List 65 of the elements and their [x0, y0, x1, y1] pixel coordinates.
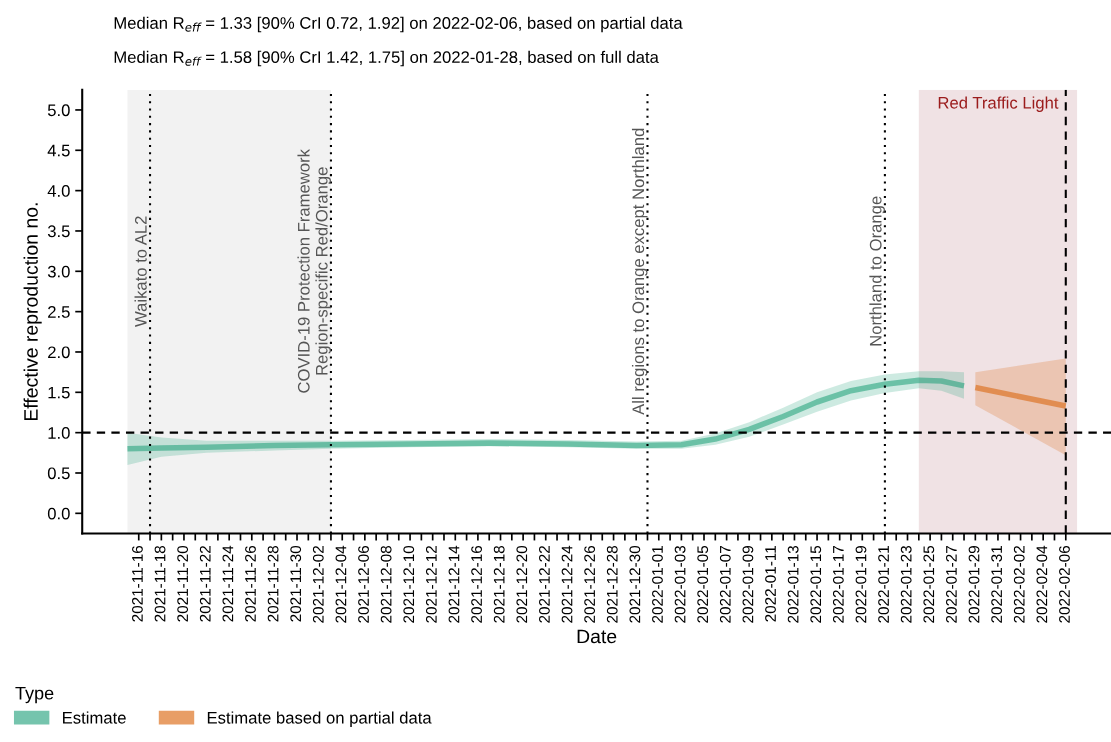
x-tick-label: 2021-12-12: [425, 546, 437, 623]
y-tick-label: 0.5: [47, 467, 70, 480]
y-tick-label: 3.5: [47, 225, 70, 238]
x-tick-label: 2022-01-13: [787, 545, 799, 623]
x-tick-label: 2022-02-02: [1013, 546, 1025, 623]
x-tick-label: 2022-02-04: [1036, 545, 1048, 623]
x-tick-label: 2021-11-20: [177, 545, 189, 622]
x-tick-label: 2021-12-24: [561, 545, 573, 623]
x-tick-label: 2021-12-30: [629, 545, 641, 623]
y-tick-label: 1.5: [48, 386, 70, 399]
x-tick-label: 2021-12-26: [584, 545, 596, 623]
x-tick-label: 2022-01-07: [719, 546, 731, 623]
ref-line-label: Waikato to AL2: [134, 216, 147, 327]
x-tick-label: 2021-11-26: [245, 545, 256, 622]
x-tick-label: 2022-01-29: [968, 546, 980, 623]
x-tick-label: 2022-01-15: [810, 545, 822, 623]
x-tick-label: 2022-01-03: [674, 545, 686, 623]
x-tick-label: 2021-12-02: [312, 546, 324, 623]
y-tick-label: 0.0: [47, 507, 70, 520]
legend-title: Type: [15, 686, 54, 704]
x-tick-label: 2021-12-16: [471, 545, 482, 623]
chart-subtitle: Median R$_{eff}$ = 1.58 [90% CrI 1.42, 1.75] on 2022-01-28, based on full data: [114, 50, 659, 67]
y-tick-label: 4.0: [47, 185, 70, 197]
x-tick-label: 2022-01-17: [832, 546, 844, 623]
x-tick-label: 2022-01-05: [697, 545, 709, 623]
y-tick-label: 5.0: [47, 104, 70, 117]
x-tick-label: 2022-01-11: [765, 546, 776, 622]
x-axis-title: Date: [577, 629, 617, 644]
x-tick-label: 2022-01-21: [878, 546, 889, 623]
y-tick-label: 3.0: [47, 265, 70, 278]
x-tick-label: 2021-11-22: [199, 546, 211, 622]
x-tick-label: 2021-12-20: [516, 545, 528, 623]
x-tick-label: 2021-12-22: [539, 546, 550, 623]
x-tick-label: 2021-11-24: [222, 545, 234, 622]
y-tick-label: 2.5: [48, 306, 70, 318]
x-tick-label: 2021-12-04: [335, 545, 347, 623]
x-tick-label: 2022-01-19: [855, 546, 867, 623]
x-tick-label: 2022-01-27: [946, 546, 957, 623]
ref-line-label: Northland to Orange: [869, 196, 885, 346]
x-tick-label: 2021-11-28: [267, 545, 279, 622]
x-tick-label: 2021-12-14: [448, 545, 460, 623]
x-tick-label: 2021-12-28: [606, 545, 618, 623]
ref-line-label: All regions to Orange except Northland: [631, 128, 648, 415]
x-tick-label: 2021-12-06: [358, 545, 369, 623]
x-tick-label: 2021-12-10: [403, 545, 415, 623]
ref-line-label: COVID-19 Protection Framework Region-specific Red/Orange: [297, 149, 331, 393]
x-tick-label: 2021-11-30: [290, 545, 302, 622]
legend-label: Estimate: [63, 711, 126, 724]
x-tick-label: 2022-01-01: [652, 546, 663, 623]
x-tick-label: 2022-02-06: [1059, 545, 1070, 623]
x-tick-label: 2022-01-31: [991, 546, 1003, 623]
legend-label: Estimate based on partial data: [207, 711, 432, 727]
y-tick-label: 4.5: [47, 144, 70, 157]
x-tick-label: 2022-01-25: [923, 545, 935, 623]
y-tick-label: 1.0: [48, 427, 70, 439]
x-tick-label: 2021-12-18: [493, 545, 505, 623]
x-tick-label: 2021-12-08: [380, 545, 392, 623]
y-axis-title: Effective reproduction no.: [23, 203, 42, 421]
x-tick-label: 2022-01-09: [742, 546, 754, 623]
y-tick-label: 2.0: [48, 346, 70, 359]
band-label: Red Traffic Light: [938, 96, 1059, 112]
chart-title: Median R$_{eff}$ = 1.33 [90% CrI 0.72, 1.92] on 2022-02-06, based on partial data: [114, 16, 683, 33]
x-tick-label: 2021-11-18: [154, 545, 166, 622]
x-tick-label: 2022-01-23: [900, 545, 912, 623]
x-tick-label: 2021-11-16: [132, 545, 143, 622]
